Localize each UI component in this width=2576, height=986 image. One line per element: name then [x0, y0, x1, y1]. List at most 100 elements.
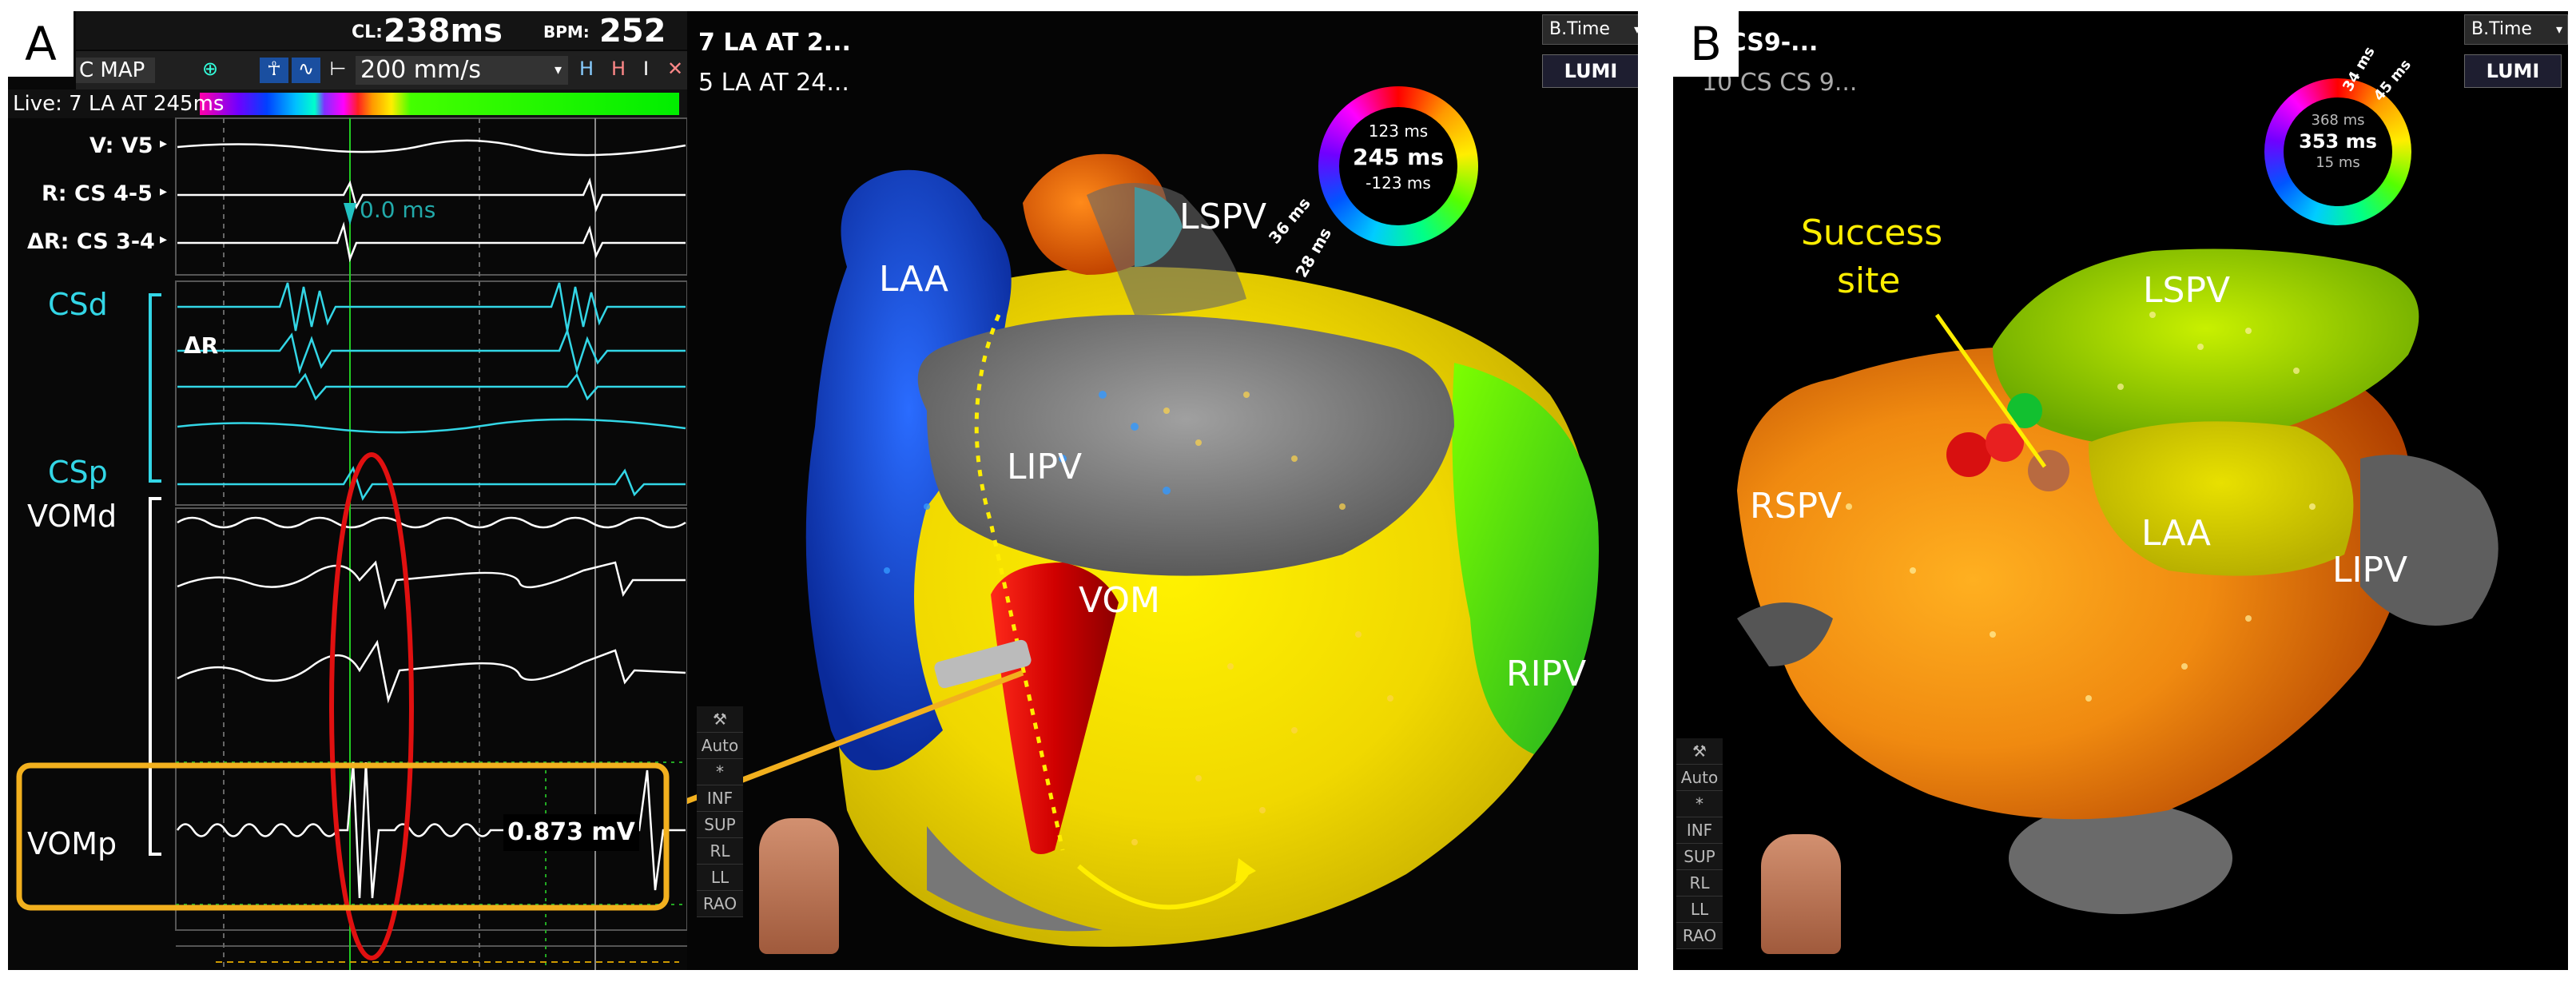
view-buttons: ⚒ Auto * INF SUP RL LL RAO	[697, 706, 743, 917]
view-btn-star[interactable]: *	[697, 759, 743, 785]
view-btn-star[interactable]: *	[1676, 791, 1723, 817]
view-btn-rl[interactable]: RL	[697, 838, 743, 865]
ring-center-value: 245 ms	[1352, 144, 1445, 170]
ecg-toolbar: C MAP ▾ ⊕ ☥ ∿ ⊢ 200 mm/s ▾ H H I ✕	[76, 51, 687, 105]
measurement-value: 0.0 ms	[360, 197, 436, 223]
hammer-icon[interactable]: ⚒	[697, 706, 743, 733]
csd-label: CSd	[48, 287, 108, 322]
label-laa: LAA	[879, 259, 948, 300]
grey-lower-patch	[927, 826, 1103, 932]
view-btn-inf[interactable]: INF	[697, 785, 743, 812]
ring-center: 123 ms 245 ms -123 ms	[1339, 107, 1457, 225]
view-btn-auto[interactable]: Auto	[697, 733, 743, 759]
trace-vom-3	[177, 639, 686, 704]
highlight-ellipse	[329, 452, 414, 960]
chevron-down-icon: ▾	[1633, 22, 1638, 37]
view-select-value: B.Time	[1549, 19, 1610, 39]
ring-center-value: 353 ms	[2299, 130, 2377, 153]
ring-center: 368 ms 353 ms 15 ms	[2284, 97, 2392, 206]
play-icon[interactable]: ▸	[160, 231, 168, 248]
ring-top-value: 368 ms	[2311, 112, 2365, 129]
trace-cs-p	[177, 465, 686, 501]
play-icon[interactable]: ▸	[160, 135, 168, 152]
view-select-value: B.Time	[2471, 19, 2532, 39]
vom-frame	[175, 507, 687, 931]
csp-label: CSp	[48, 455, 108, 490]
view-btn-rl[interactable]: RL	[1676, 870, 1723, 897]
ablation-point	[1986, 423, 2024, 462]
map-points	[1131, 392, 1393, 845]
lipv-grey-region	[2360, 455, 2498, 626]
activation-ring: 123 ms 245 ms -123 ms	[1318, 86, 1478, 246]
grey-left-notch	[1737, 602, 1833, 666]
orientation-figure-icon	[759, 818, 839, 954]
cl-label: CL:	[352, 22, 383, 42]
label-ripv: RIPV	[1506, 654, 1587, 694]
ripv-region	[1452, 363, 1599, 754]
trace-cs-d2	[177, 327, 686, 375]
measurement-arrow-icon	[344, 203, 356, 225]
trace-cs34	[177, 221, 686, 263]
view-btn-rao[interactable]: RAO	[1676, 923, 1723, 949]
catheter-shaft	[934, 639, 1032, 689]
panel-letter-b: B	[1673, 11, 1739, 77]
map-select-value: C MAP	[79, 58, 145, 82]
cs-frame	[175, 280, 687, 506]
lumi-button[interactable]: LUMI	[1542, 54, 1638, 88]
laa-region	[805, 169, 1012, 770]
trace-cs-4	[177, 418, 686, 434]
ablation-point	[1946, 432, 1991, 477]
caliper-vertical-icon[interactable]: I	[643, 58, 650, 80]
panel-letter-a: A	[8, 11, 74, 77]
vomp-highlight-box	[16, 762, 670, 911]
view-select[interactable]: B.Time ▾	[2464, 14, 2568, 45]
person-icon[interactable]: ☥	[260, 58, 288, 83]
vom-path-line	[974, 314, 1065, 851]
cl-value: 238ms	[384, 13, 503, 50]
bpm-label: BPM:	[543, 22, 590, 42]
view-btn-sup[interactable]: SUP	[697, 812, 743, 838]
view-select[interactable]: B.Time ▾	[1542, 14, 1638, 45]
sweep-speed-select[interactable]: 200 mm/s ▾	[356, 56, 568, 85]
vom-bracket	[149, 497, 161, 856]
trace-v5	[177, 139, 686, 157]
success-point	[2028, 450, 2069, 491]
ring-bottom-value: 15 ms	[2316, 154, 2360, 171]
add-marker-icon[interactable]: ⊕	[201, 58, 219, 80]
channel-label: R: CS 4-5	[42, 181, 153, 206]
panel-a: A CL: 238ms BPM: 252 C MAP ▾ ⊕ ☥ ∿ ⊢ 200…	[8, 11, 1638, 970]
channel-label: V: V5	[89, 133, 153, 158]
view-btn-rao[interactable]: RAO	[697, 891, 743, 917]
success-label-1: Success	[1801, 213, 1943, 253]
label-vom: VOM	[1079, 580, 1160, 621]
view-btn-auto[interactable]: Auto	[1676, 765, 1723, 791]
panel-b: B	[1673, 11, 2568, 970]
arrow-head-icon	[1235, 858, 1256, 882]
pulse-icon[interactable]: ∿	[292, 58, 320, 83]
lipv-grey-region	[917, 315, 1454, 576]
view-btn-ll[interactable]: LL	[697, 865, 743, 891]
amplitude-readout: 0.873 mV	[503, 814, 639, 851]
caliper-delete-icon[interactable]: H	[611, 58, 626, 80]
map-view-a: 7 LA AT 2... 5 LA AT 24... B.Time ▾ LUMI…	[687, 11, 1638, 970]
lumi-button[interactable]: LUMI	[2464, 54, 2562, 88]
ecg-traces	[16, 117, 687, 970]
hammer-icon[interactable]: ⚒	[1676, 738, 1723, 765]
caliper-icon[interactable]: H	[579, 58, 594, 80]
ecg-header: CL: 238ms BPM: 252	[76, 11, 687, 50]
ring-top-value: 123 ms	[1368, 121, 1429, 141]
atrial-map-b	[1737, 248, 2498, 914]
channel-label: ΔR: CS 3-4	[27, 229, 155, 254]
activation-ring: 368 ms 353 ms 15 ms	[2264, 78, 2411, 225]
view-btn-sup[interactable]: SUP	[1676, 844, 1723, 870]
laa-region	[2089, 421, 2354, 576]
activation-color-scale	[200, 93, 679, 115]
ablation-point	[2007, 393, 2042, 428]
view-btn-ll[interactable]: LL	[1676, 897, 1723, 923]
label-lspv: LSPV	[2143, 270, 2231, 311]
map-points	[1846, 312, 2316, 702]
play-icon[interactable]: ▸	[160, 183, 168, 200]
view-btn-inf[interactable]: INF	[1676, 817, 1723, 844]
axis-icon[interactable]: ⊢	[329, 58, 347, 80]
caliper-clear-icon[interactable]: ✕	[667, 58, 684, 80]
